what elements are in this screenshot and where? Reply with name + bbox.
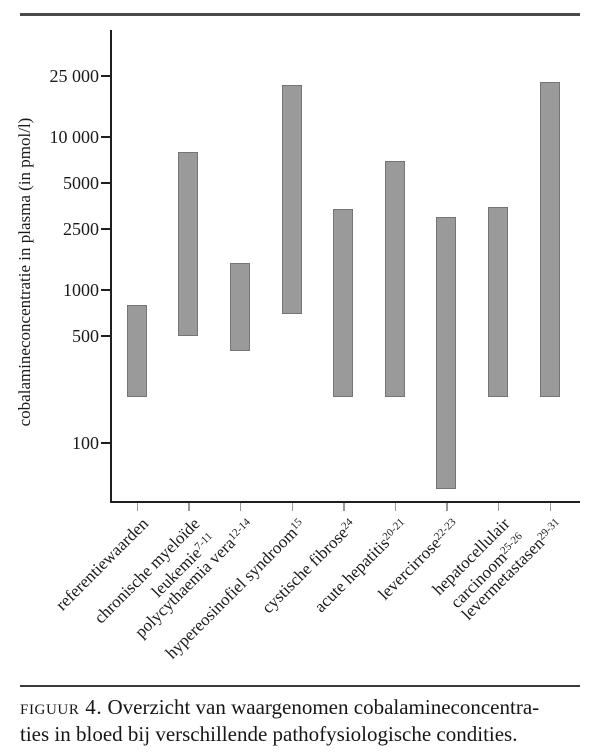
y-tick-mark [101, 227, 110, 230]
y-tick-label: 100 [72, 432, 99, 453]
figure-caption-text-line2: ties in bloed bij verschillende pathofys… [20, 722, 518, 746]
top-divider-rule [20, 13, 580, 16]
figure-caption-text-line1: Overzicht van waargenomen cobalamineconc… [107, 695, 540, 719]
x-tick-mark [188, 503, 190, 511]
x-axis-line [110, 501, 580, 503]
bar-levercirrose [436, 216, 457, 489]
bar-levermetastasen [539, 81, 560, 397]
x-tick-mark [239, 503, 242, 511]
bar-hepatocellulair-carcinoom [487, 206, 508, 397]
bar-referentiewaarden [126, 304, 147, 397]
y-tick-label: 1000 [63, 279, 99, 300]
y-tick-mark [101, 441, 110, 444]
y-tick-label: 10 000 [49, 126, 100, 147]
reference-superscript: 12-14 [225, 516, 253, 543]
x-tick-mark [291, 503, 293, 511]
figure-caption-number: figuur 4. [20, 695, 103, 719]
bar-hypereosinofiel-syndroom [281, 84, 302, 314]
y-tick-mark [101, 288, 110, 291]
reference-superscript: 22-23 [432, 516, 459, 543]
y-tick-label: 2500 [63, 218, 99, 239]
reference-superscript: 15 [287, 516, 305, 533]
y-tick-label: 25 000 [49, 66, 100, 87]
bar-polycythaemia-vera [229, 262, 250, 351]
y-axis-line [110, 30, 112, 503]
y-tick-mark [101, 135, 110, 138]
x-tick-mark [549, 503, 551, 511]
reference-superscript: 24 [339, 516, 356, 533]
y-tick-label: 500 [72, 325, 99, 346]
y-tick-mark [101, 334, 110, 337]
x-tick-mark [394, 503, 397, 511]
reference-superscript: 20-21 [380, 516, 408, 543]
bar-cystische-fibrose [333, 208, 354, 397]
x-tick-mark [497, 503, 500, 511]
figure-caption: figuur 4. Overzicht van waargenomen coba… [20, 694, 586, 748]
reference-superscript: 29-31 [535, 516, 563, 543]
x-tick-mark [446, 503, 448, 511]
y-tick-mark [101, 181, 110, 184]
bar-acute-hepatitis [384, 160, 405, 397]
caption-divider-rule [20, 685, 580, 687]
x-tick-mark [343, 503, 345, 511]
bar-chronische-myeloide-leukemie [178, 151, 199, 336]
y-tick-mark [101, 75, 110, 78]
x-tick-mark [136, 503, 139, 511]
y-tick-label: 5000 [63, 172, 99, 193]
